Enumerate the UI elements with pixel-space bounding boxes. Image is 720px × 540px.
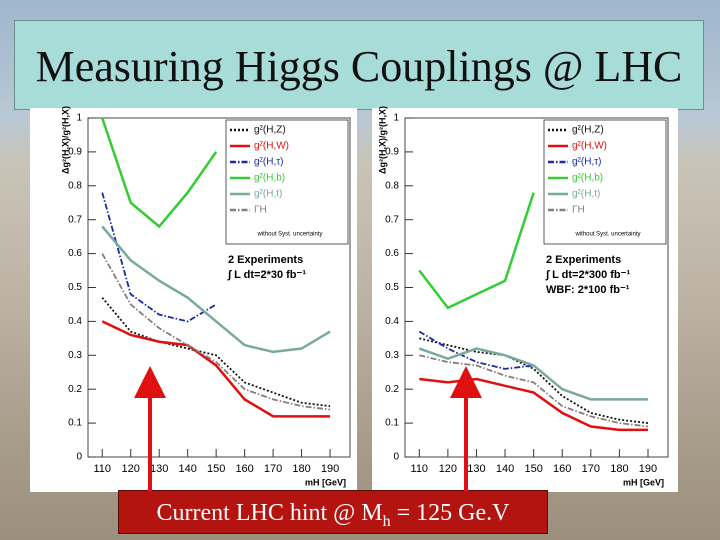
y-tick-label: 0.5 <box>385 282 399 293</box>
x-tick-label: 130 <box>467 463 485 475</box>
legend-label: ΓH <box>572 205 585 216</box>
series-line <box>418 192 535 310</box>
x-tick-label: 120 <box>439 463 457 475</box>
series-line <box>101 118 218 229</box>
series-line <box>418 330 534 370</box>
series-line <box>101 192 217 323</box>
series-line <box>418 347 648 401</box>
y-tick-label: 0 <box>393 452 399 463</box>
note: 2 Experiments <box>228 254 303 266</box>
x-tick-label: 140 <box>496 463 514 475</box>
y-tick-label: 0.7 <box>68 214 82 225</box>
x-tick-label: 180 <box>610 463 628 475</box>
x-axis-label: mH [GeV] <box>305 477 346 487</box>
y-tick-label: 0.1 <box>68 418 82 429</box>
x-tick-label: 150 <box>207 463 225 475</box>
note: ∫ L dt=2*300 fb⁻¹ <box>545 269 630 281</box>
legend-label: g²(H,Z) <box>254 125 286 136</box>
y-tick-label: 1 <box>76 113 82 124</box>
x-tick-label: 120 <box>122 463 140 475</box>
x-tick-label: 160 <box>235 463 253 475</box>
legend-label: g²(H,t) <box>254 189 282 200</box>
legend-label: g²(H,W) <box>572 141 607 152</box>
legend-box <box>225 119 349 245</box>
x-tick-label: 190 <box>321 463 339 475</box>
note: 2 Experiments <box>546 254 621 266</box>
series-line <box>101 253 331 411</box>
x-tick-label: 110 <box>411 463 429 475</box>
legend-label: g²(H,τ) <box>572 157 602 168</box>
y-tick-label: 0.3 <box>68 350 82 361</box>
x-tick-label: 170 <box>582 463 600 475</box>
y-tick-label: 0.9 <box>68 147 82 158</box>
y-tick-label: 0.4 <box>385 316 399 327</box>
legend-note: without Syst. uncertainty <box>256 232 322 238</box>
y-axis-label: Δg²(H,X)/g²(H,X) <box>60 106 70 174</box>
hint-text: Current LHC hint @ M <box>156 500 383 526</box>
x-tick-label: 180 <box>292 463 310 475</box>
y-tick-label: 0.8 <box>68 180 82 191</box>
series-line <box>101 320 331 418</box>
note: WBF: 2*100 fb⁻¹ <box>546 284 630 296</box>
legend-label: g²(H,W) <box>254 141 289 152</box>
y-tick-label: 0.3 <box>385 350 399 361</box>
y-tick-label: 0.9 <box>385 147 399 158</box>
x-tick-label: 190 <box>639 463 657 475</box>
y-tick-label: 0 <box>76 452 82 463</box>
hint-subscript: h <box>382 512 391 530</box>
y-tick-label: 1 <box>393 113 399 124</box>
x-tick-label: 140 <box>178 463 196 475</box>
legend-note: without Syst. uncertainty <box>574 232 640 238</box>
legend-label: g²(H,b) <box>572 173 603 184</box>
legend-label: g²(H,b) <box>254 173 285 184</box>
y-tick-label: 0.5 <box>68 282 82 293</box>
legend-label: g²(H,τ) <box>254 157 284 168</box>
x-axis-label: mH [GeV] <box>623 477 664 487</box>
y-axis-label: Δg²(H,X)/g²(H,X) <box>377 106 387 174</box>
slide-title: Measuring Higgs Couplings @ LHC <box>14 20 704 110</box>
series-line <box>419 354 649 428</box>
x-tick-label: 110 <box>93 463 111 475</box>
y-tick-label: 0.6 <box>68 248 82 259</box>
y-tick-label: 0.4 <box>68 316 82 327</box>
y-tick-label: 0.2 <box>385 384 399 395</box>
hint-box: Current LHC hint @ Mh = 125 Ge.V <box>118 490 548 534</box>
legend-box <box>543 119 667 245</box>
x-tick-label: 170 <box>264 463 282 475</box>
hint-text: = 125 Ge.V <box>390 500 510 526</box>
legend-label: g²(H,Z) <box>572 125 604 136</box>
legend-label: ΓH <box>254 205 267 216</box>
x-tick-label: 150 <box>524 463 542 475</box>
y-tick-label: 0.8 <box>385 180 399 191</box>
note: ∫ L dt=2*30 fb⁻¹ <box>227 269 306 281</box>
y-tick-label: 0.7 <box>385 214 399 225</box>
x-tick-label: 160 <box>553 463 571 475</box>
y-tick-label: 0.2 <box>68 384 82 395</box>
legend-label: g²(H,t) <box>572 189 600 200</box>
series-line <box>101 297 331 408</box>
y-tick-label: 0.6 <box>385 248 399 259</box>
series-line <box>101 225 331 354</box>
y-tick-label: 0.1 <box>385 418 399 429</box>
x-tick-label: 130 <box>150 463 168 475</box>
